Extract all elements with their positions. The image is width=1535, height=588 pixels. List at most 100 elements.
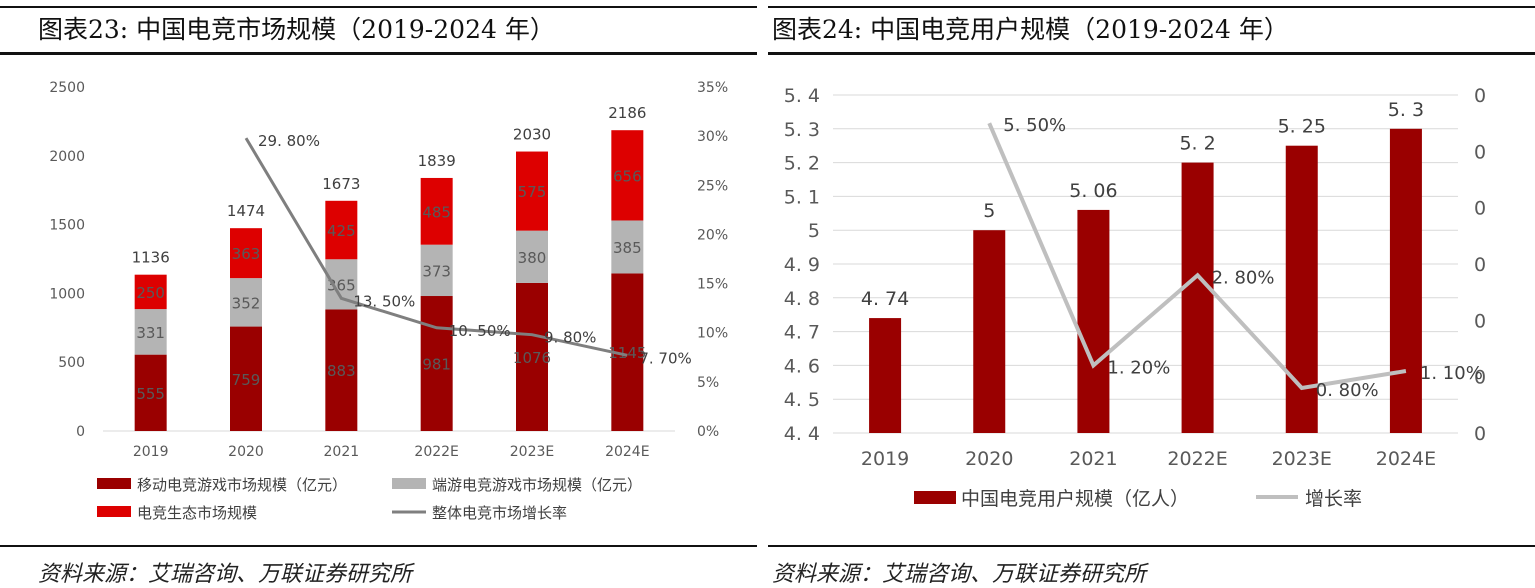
y-tick-label: 4. 9 — [784, 254, 820, 276]
bar-total-label: 2186 — [608, 104, 646, 122]
bottom-rule — [768, 545, 1535, 547]
bar-value-label: 883 — [327, 362, 356, 380]
bar-total-label: 1136 — [132, 249, 170, 267]
y2-tick-label: 10% — [697, 326, 728, 342]
x-tick-label: 2020 — [228, 444, 264, 460]
y-tick-label: 4. 7 — [784, 322, 820, 344]
growth-point-label: 7. 70% — [639, 349, 691, 367]
y2-tick-label: 30% — [697, 129, 728, 145]
title-rule — [0, 52, 757, 55]
x-tick-label: 2021 — [324, 444, 360, 460]
y2-tick-label: 0 — [1474, 198, 1486, 220]
y2-tick-label: 0 — [1474, 141, 1486, 163]
growth-point-label: 9. 80% — [544, 329, 596, 347]
bar — [1181, 162, 1214, 433]
y-tick-label: 4. 4 — [784, 423, 820, 445]
bar-segment — [134, 309, 167, 355]
bar-segment — [420, 244, 453, 297]
bar-segment — [230, 278, 262, 327]
bar-value-label: 1145 — [608, 344, 646, 362]
x-tick-label: 2022E — [1167, 448, 1227, 470]
y-tick-label: 2500 — [49, 80, 85, 96]
y-tick-label: 5. 3 — [784, 119, 820, 141]
growth-point-label: 5. 50% — [1003, 115, 1066, 136]
bar-value-label: 352 — [232, 294, 261, 312]
y-tick-label: 5. 2 — [784, 153, 820, 175]
right-chart: 4. 4 4. 5 4. 6 4. 7 4. 8 4. 9 5 5. 1 5. 2 5. 3 5. … — [784, 85, 1486, 510]
bar-total-label: 1673 — [322, 175, 360, 193]
bar-value-label: 656 — [613, 167, 642, 185]
bar-value-label: 555 — [136, 385, 165, 403]
bar-value-label: 365 — [327, 276, 356, 294]
growth-point-label: 13. 50% — [353, 292, 415, 310]
y2-tick-label: 20% — [697, 227, 728, 243]
y2-tick-label: 0 — [1474, 367, 1486, 389]
growth-line — [244, 137, 628, 357]
bar-value-label: 575 — [518, 183, 547, 201]
bar-total-label: 1474 — [227, 202, 265, 220]
left-panel: 图表23: 中国电竞市场规模（2019-2024 年） 0 500 1000 1500… — [0, 0, 757, 588]
bar-segment — [516, 282, 548, 431]
y2-tick-label: 0 — [1474, 254, 1486, 276]
bar — [973, 230, 1006, 433]
y-tick-label: 1500 — [49, 218, 85, 234]
legend-label: 端游电竞游戏市场规模（亿元） — [432, 476, 642, 494]
bar-segment — [230, 326, 262, 431]
growth-point-label: 10. 50% — [449, 322, 511, 340]
bottom-rule — [0, 545, 757, 547]
y-tick-label: 1000 — [49, 286, 85, 302]
legend-swatch — [97, 478, 131, 489]
bar-value-label: 363 — [232, 245, 261, 263]
y-tick-label: 500 — [58, 355, 85, 371]
growth-point-label: 1. 20% — [1107, 357, 1170, 378]
bar-segment — [325, 309, 358, 431]
top-rule — [768, 6, 1535, 8]
bar-value-label: 1076 — [513, 349, 551, 367]
y2-tick-label: 0% — [697, 424, 719, 440]
bar-total-label: 2030 — [513, 126, 551, 144]
y2-tick-label: 0 — [1474, 310, 1486, 332]
bar-segment — [516, 151, 548, 231]
x-tick-label: 2023E — [510, 444, 554, 460]
bar-segment — [516, 230, 548, 283]
bar-total-label: 1839 — [418, 152, 456, 170]
x-tick-label: 2022E — [414, 444, 458, 460]
left-chart: 0 500 1000 1500 2000 2500 0% 5% 10% 15% 20% 25% 30% 3… — [49, 80, 728, 522]
bar-segment — [611, 130, 644, 221]
y-tick-label: 5. 1 — [784, 186, 820, 208]
y2-tick-label: 25% — [697, 178, 728, 194]
top-rule — [0, 6, 757, 8]
x-tick-label: 2021 — [1069, 448, 1117, 470]
bar-value-label: 5. 2 — [1179, 133, 1215, 155]
y-tick-label: 5 — [808, 220, 820, 242]
legend-label: 电竞生态市场规模 — [137, 504, 257, 522]
y-tick-label: 2000 — [49, 149, 85, 165]
y2-tick-label: 0 — [1474, 85, 1486, 107]
bar-value-label: 250 — [136, 284, 165, 302]
y2-tick-label: 0 — [1474, 423, 1486, 445]
bar-value-label: 5. 06 — [1069, 180, 1117, 202]
legend-swatch — [392, 478, 426, 489]
legend-label: 整体电竞市场增长率 — [432, 504, 567, 522]
bar — [869, 318, 902, 433]
bar — [1389, 128, 1422, 434]
x-tick-label: 2019 — [133, 444, 169, 460]
bar-value-label: 981 — [422, 356, 451, 374]
title-rule — [768, 52, 1535, 55]
y-tick-label: 4. 8 — [784, 288, 820, 310]
growth-line — [987, 122, 1407, 391]
growth-point-label: 29. 80% — [258, 132, 320, 150]
x-tick-label: 2020 — [965, 448, 1013, 470]
right-source-note: 资料来源：艾瑞咨询、万联证券研究所 — [772, 562, 1147, 587]
legend-label: 增长率 — [1305, 488, 1362, 510]
bar-value-label: 425 — [327, 222, 356, 240]
y-tick-label: 4. 5 — [784, 389, 820, 411]
y2-tick-label: 35% — [697, 80, 728, 96]
bar-value-label: 373 — [422, 262, 451, 280]
right-panel: 图表24: 中国电竞用户规模（2019-2024 年） 4. 4 4. 5 4. 6… — [768, 0, 1535, 588]
y-tick-label: 5. 4 — [784, 85, 820, 107]
bar-value-label: 5. 25 — [1278, 116, 1326, 138]
bar-segment — [420, 296, 453, 431]
bar-segment — [420, 177, 453, 245]
y-tick-label: 0 — [76, 424, 85, 440]
